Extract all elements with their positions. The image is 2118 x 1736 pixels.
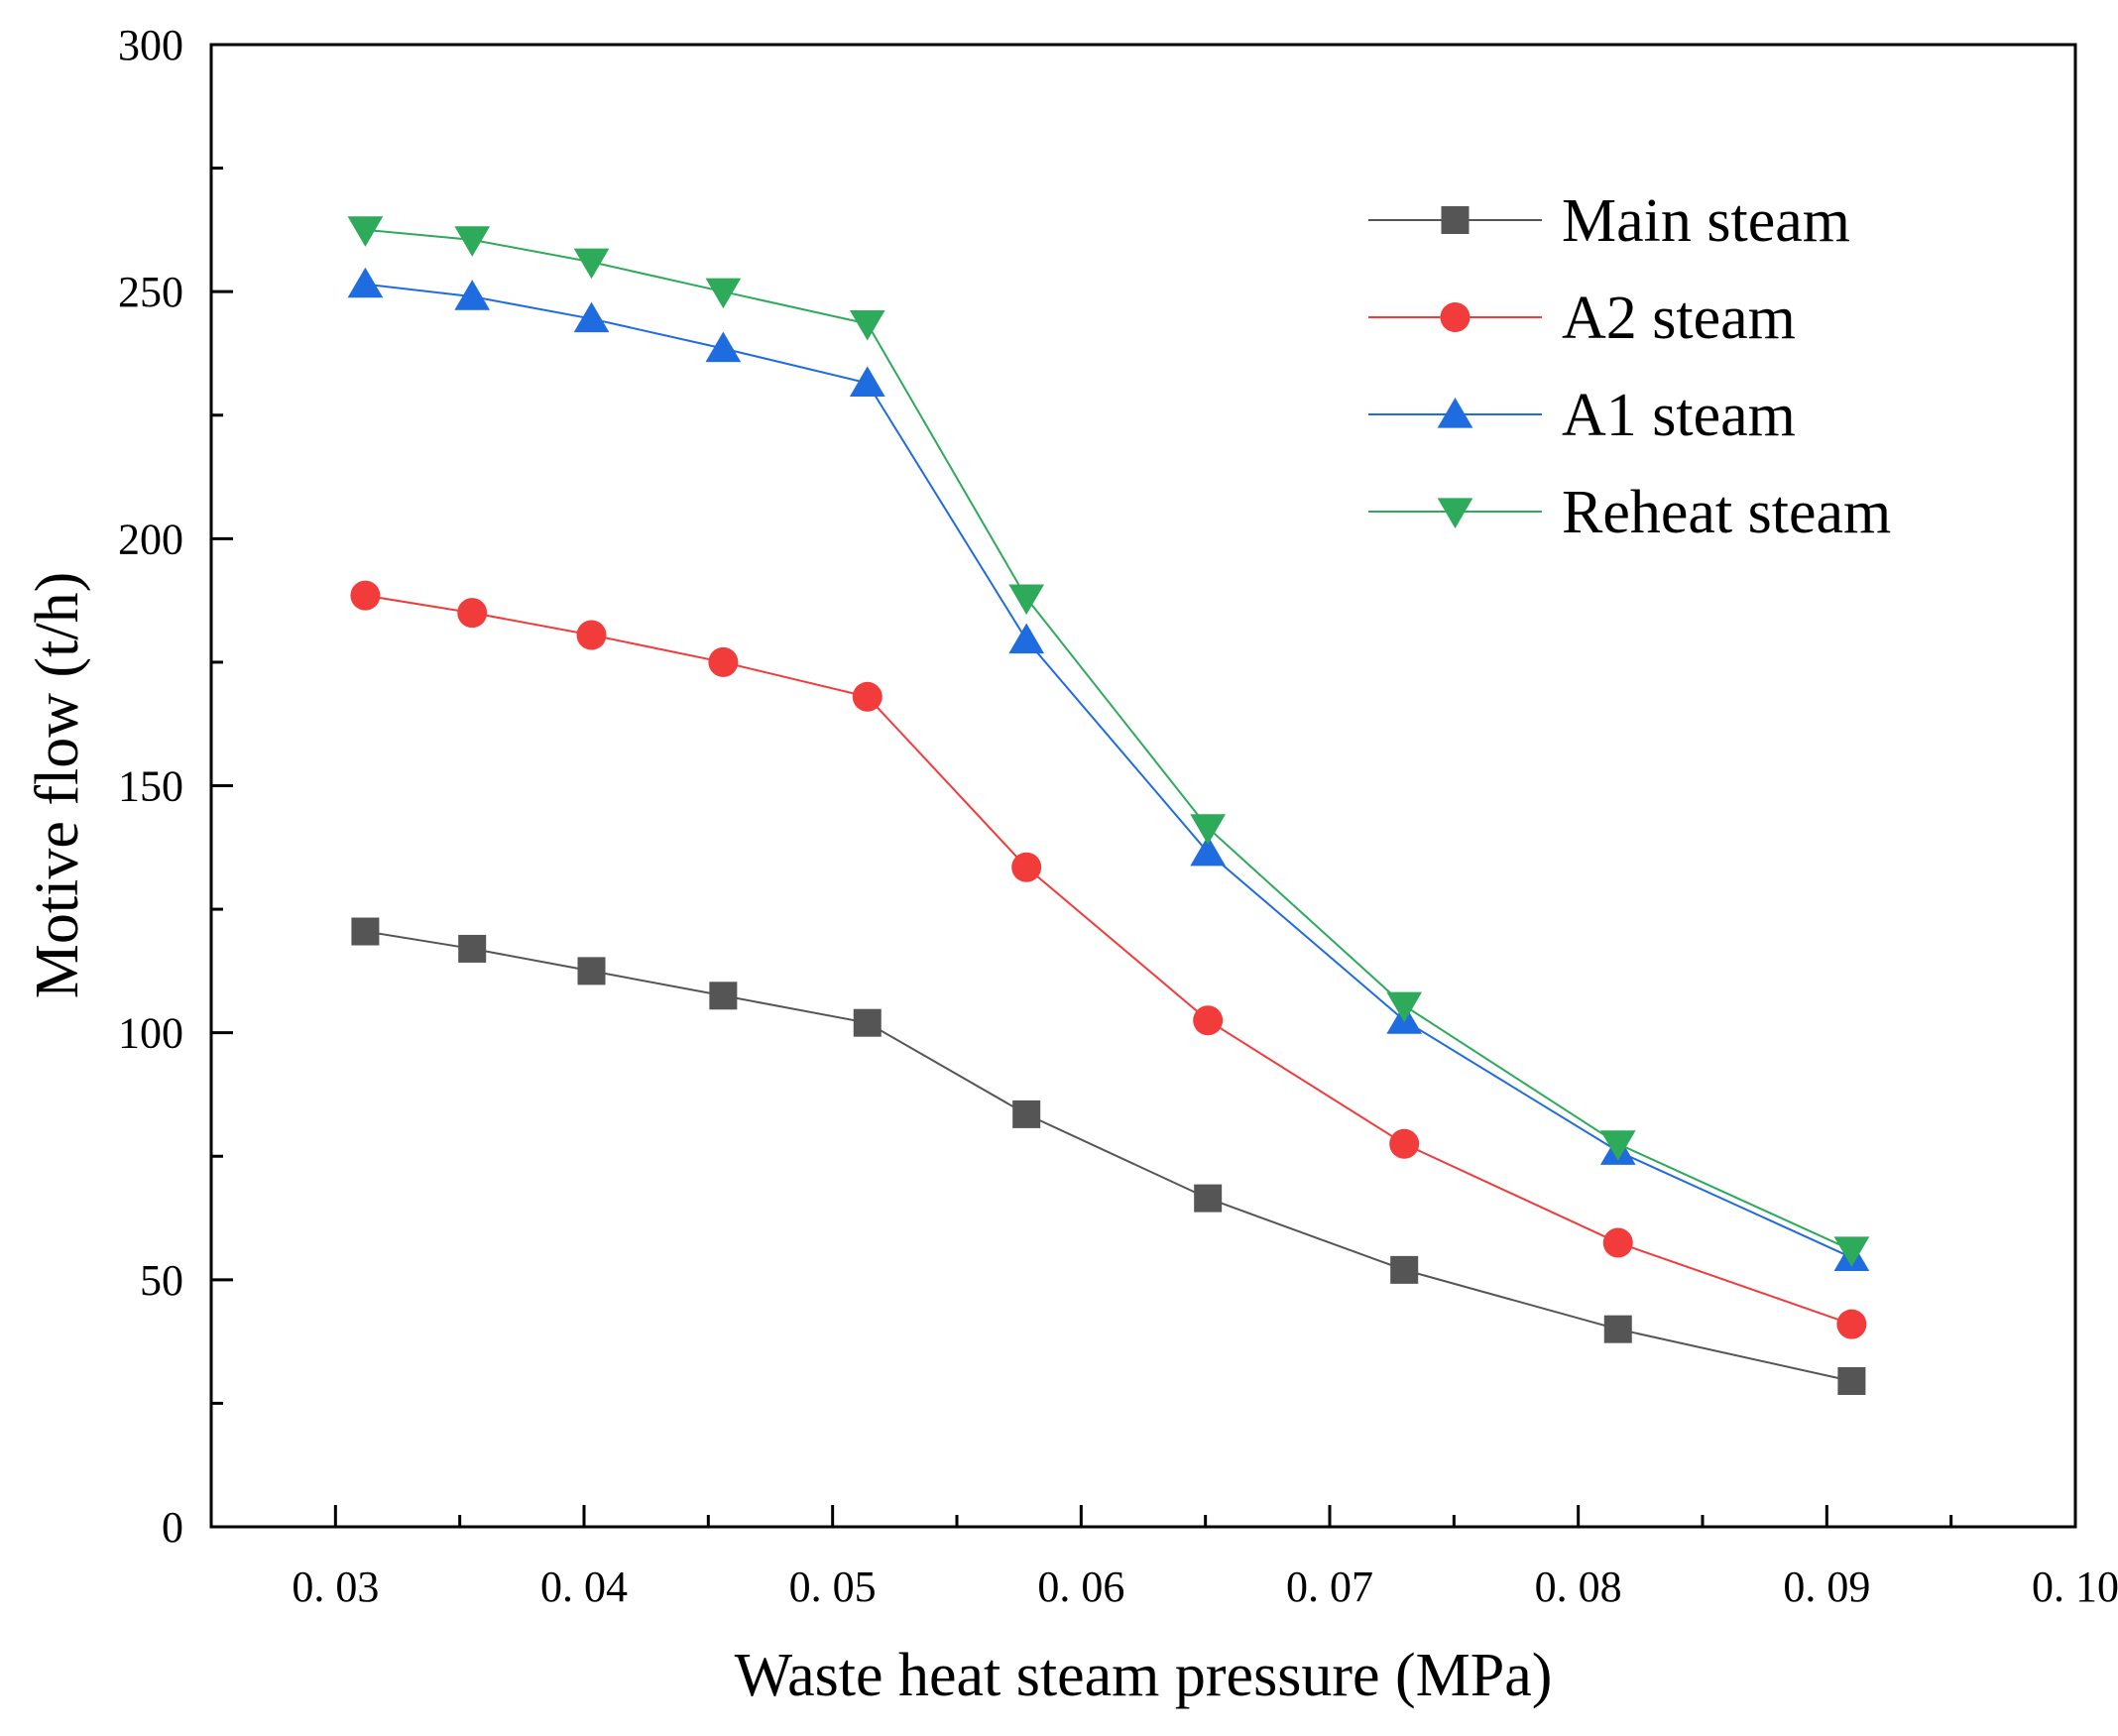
x-tick-label: 0. 09 <box>1783 1562 1870 1611</box>
x-tick-label: 0. 03 <box>292 1562 379 1611</box>
x-tick-label: 0. 05 <box>789 1562 877 1611</box>
data-point-a2-steam <box>1011 852 1042 882</box>
data-point-a1-steam <box>347 267 384 298</box>
data-point-a2-steam <box>1389 1128 1420 1159</box>
data-point-main-steam <box>853 1008 882 1037</box>
data-point-a2-steam <box>350 580 381 611</box>
data-point-main-steam <box>709 982 738 1010</box>
legend-marker-reheat-steam <box>1437 498 1473 528</box>
data-point-reheat-steam <box>347 216 384 247</box>
y-tick-label: 150 <box>118 762 183 811</box>
y-tick-label: 250 <box>118 268 183 316</box>
series-line-main-steam <box>365 930 1852 1382</box>
x-tick-label: 0. 06 <box>1037 1562 1124 1611</box>
x-axis-title: Waste heat steam pressure (MPa) <box>735 1642 1553 1709</box>
data-point-reheat-steam <box>1599 1130 1636 1161</box>
x-tick-label: 0. 10 <box>2032 1562 2118 1611</box>
series-a2-steam <box>350 580 1867 1339</box>
series-line-reheat-steam <box>365 228 1852 1251</box>
data-point-reheat-steam <box>454 226 491 257</box>
data-point-reheat-steam <box>849 309 885 341</box>
legend-marker-a1-steam <box>1437 398 1473 428</box>
data-point-main-steam <box>1837 1366 1866 1395</box>
x-axis-ticks: 0. 03 0. 04 0. 05 0. 06 0. 07 0. 08 0. 09 0. 10 <box>292 1505 2118 1611</box>
data-point-reheat-steam <box>573 248 610 280</box>
legend-marker-main-steam <box>1441 206 1470 234</box>
data-point-a2-steam <box>1602 1227 1633 1258</box>
y-tick-label: 50 <box>140 1256 183 1305</box>
series-line-a1-steam <box>365 283 1852 1259</box>
data-point-a2-steam <box>1193 1005 1224 1036</box>
data-point-a1-steam <box>573 301 610 333</box>
series-reheat-steam <box>347 216 1870 1267</box>
series-line-a2-steam <box>365 594 1852 1326</box>
data-point-a1-steam <box>705 331 742 363</box>
data-point-a2-steam <box>852 681 882 712</box>
legend-label-a1-steam: A1 steam <box>1562 382 1796 449</box>
data-point-a2-steam <box>576 620 607 650</box>
series-main-steam <box>351 917 1866 1395</box>
y-tick-label: 100 <box>118 1009 183 1058</box>
data-point-a1-steam <box>454 280 491 310</box>
data-point-a2-steam <box>1836 1309 1867 1339</box>
data-point-a2-steam <box>708 646 739 677</box>
y-tick-label: 300 <box>118 21 183 69</box>
data-point-reheat-steam <box>1008 584 1045 616</box>
data-point-reheat-steam <box>1190 814 1227 845</box>
data-point-main-steam <box>577 957 606 985</box>
y-tick-label: 0 <box>162 1503 183 1552</box>
legend-marker-a2-steam <box>1440 302 1471 332</box>
data-point-main-steam <box>458 934 487 963</box>
legend-label-main-steam: Main steam <box>1562 187 1850 255</box>
data-point-a1-steam <box>1008 623 1045 654</box>
data-point-main-steam <box>351 917 380 946</box>
series-layer <box>347 216 1870 1395</box>
legend-label-a2-steam: A2 steam <box>1562 285 1796 352</box>
data-point-main-steam <box>1012 1099 1041 1128</box>
data-point-a1-steam <box>1190 835 1227 867</box>
legend-label-reheat-steam: Reheat steam <box>1562 479 1891 546</box>
y-axis-title: Motive flow (t/h) <box>24 572 91 999</box>
data-point-a2-steam <box>457 598 488 629</box>
y-tick-label: 200 <box>118 515 183 563</box>
legend: Main steam A2 steam A1 steam Reheat steam <box>1368 187 1891 546</box>
y-axis-ticks: 0 50 100 150 200 250 300 <box>118 21 233 1552</box>
data-point-main-steam <box>1390 1255 1419 1284</box>
data-point-reheat-steam <box>705 278 742 309</box>
data-point-main-steam <box>1194 1184 1223 1213</box>
data-point-a1-steam <box>849 366 885 397</box>
x-tick-label: 0. 07 <box>1286 1562 1373 1611</box>
data-point-main-steam <box>1603 1315 1632 1343</box>
data-point-reheat-steam <box>1386 991 1423 1023</box>
data-point-reheat-steam <box>1833 1236 1870 1267</box>
x-tick-label: 0. 08 <box>1535 1562 1622 1611</box>
x-tick-label: 0. 04 <box>540 1562 628 1611</box>
